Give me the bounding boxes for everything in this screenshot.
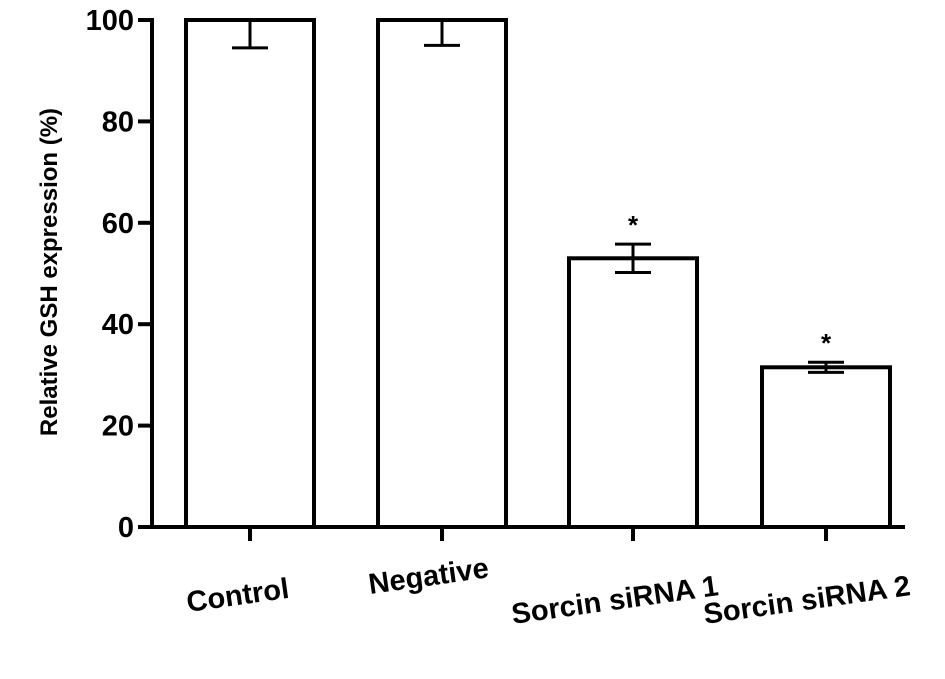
x-tick-label: Sorcin siRNA 2 — [702, 570, 913, 631]
bar-negative — [376, 18, 508, 529]
y-tick-label: 100 — [86, 5, 134, 37]
y-tick-label: 40 — [102, 309, 134, 341]
y-tick-label: 20 — [102, 411, 134, 443]
x-tick-label: Sorcin siRNA 1 — [510, 570, 721, 631]
bar-sorcin-sirna-1 — [567, 256, 699, 529]
y-axis-label: Relative GSH expression (%) — [36, 108, 63, 436]
x-tick-label: Negative — [367, 552, 491, 601]
significance-marker: * — [628, 210, 639, 240]
y-tick-label: 80 — [102, 106, 134, 138]
bar-control — [184, 18, 316, 529]
bar-sorcin-sirna-2 — [760, 365, 892, 530]
x-tick-label: Control — [185, 573, 292, 619]
y-tick-label: 0 — [118, 512, 134, 544]
significance-marker: * — [821, 328, 832, 358]
y-tick-label: 60 — [102, 208, 134, 240]
